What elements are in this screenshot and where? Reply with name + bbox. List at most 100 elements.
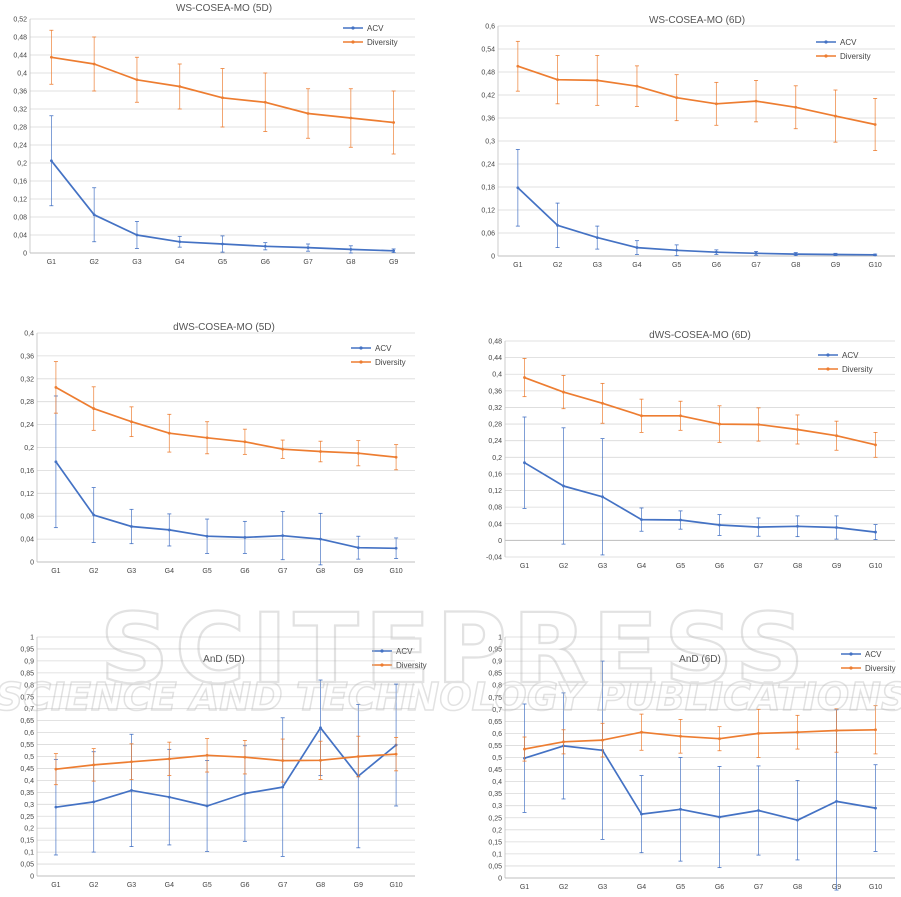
y-tick-label: 0: [30, 874, 34, 881]
y-tick-label: 0,12: [20, 491, 34, 498]
series-acv: [53, 395, 399, 566]
data-point: [679, 734, 682, 738]
y-tick-label: 0,36: [13, 89, 27, 96]
data-point: [92, 513, 96, 517]
x-tick-label: G10: [869, 884, 882, 891]
y-tick-label: 0,75: [20, 694, 34, 701]
y-tick-label: 0,16: [20, 468, 34, 475]
x-tick-label: G9: [832, 563, 841, 570]
y-tick-label: 0,8: [492, 683, 502, 690]
y-tick-label: 0,45: [488, 767, 502, 774]
x-tick-label: G6: [715, 884, 724, 891]
x-tick-label: G7: [754, 884, 763, 891]
y-tick-label: 0,55: [20, 742, 34, 749]
x-tick-label: G3: [132, 259, 141, 266]
series-line: [524, 461, 876, 533]
data-point: [679, 414, 682, 418]
y-tick-label: 0,52: [13, 17, 27, 24]
x-tick-label: G2: [559, 884, 568, 891]
data-point: [835, 799, 838, 803]
data-point: [130, 420, 133, 424]
data-point: [54, 805, 58, 809]
y-tick-label: 0,36: [488, 388, 502, 395]
chart-title: WS-COSEA-MO (5D): [176, 3, 272, 14]
data-point: [640, 812, 643, 816]
data-point: [392, 249, 396, 253]
x-tick-label: G6: [261, 259, 270, 266]
y-tick-label: 0,95: [488, 647, 502, 654]
y-tick-label: 0,1: [492, 851, 502, 858]
legend-label: ACV: [367, 24, 384, 33]
y-tick-label: 0: [498, 538, 502, 545]
watermark-title: SCITEPRESS: [100, 593, 810, 705]
y-tick-label: 0,3: [24, 802, 34, 809]
x-tick-label: G1: [520, 884, 529, 891]
x-tick-label: G5: [676, 884, 685, 891]
legend-label: ACV: [840, 38, 857, 47]
data-point: [796, 428, 799, 431]
data-point: [92, 800, 96, 804]
data-point: [635, 246, 639, 249]
chart-title: AnD (6D): [679, 654, 721, 665]
y-tick-label: 0,28: [20, 399, 34, 406]
y-tick-label: 1: [498, 635, 502, 642]
data-point: [595, 79, 599, 82]
x-tick-label: G9: [389, 259, 398, 266]
data-point: [319, 758, 322, 762]
data-point: [595, 236, 599, 240]
x-tick-label: G10: [389, 882, 402, 889]
y-tick-label: 0,4: [492, 779, 502, 786]
x-tick-label: G5: [202, 882, 211, 889]
data-point: [356, 546, 360, 550]
data-point: [178, 240, 182, 244]
x-tick-label: G10: [869, 563, 882, 570]
y-tick-label: 0,08: [20, 514, 34, 521]
y-tick-label: 0,44: [13, 53, 27, 60]
x-tick-label: G7: [278, 568, 287, 575]
y-tick-label: 0,35: [488, 791, 502, 798]
data-point: [54, 460, 58, 464]
data-point: [834, 114, 837, 118]
data-point: [516, 186, 520, 190]
data-point: [221, 242, 224, 246]
data-point: [834, 253, 837, 256]
y-tick-label: 0,4: [24, 778, 34, 785]
y-tick-label: 0,18: [481, 185, 495, 192]
legend-label: Diversity: [842, 365, 873, 374]
x-tick-label: G2: [559, 563, 568, 570]
data-point: [675, 96, 679, 100]
data-point: [167, 795, 171, 799]
series-acv: [49, 115, 396, 254]
data-point: [135, 78, 139, 82]
y-tick-label: 0,55: [488, 743, 502, 750]
y-tick-label: 0,36: [481, 116, 495, 123]
x-tick-label: G4: [165, 568, 174, 575]
data-point: [243, 535, 247, 539]
data-point: [562, 390, 565, 394]
chart-title: AnD (5D): [203, 654, 245, 665]
data-point: [243, 755, 247, 759]
data-point: [130, 789, 133, 792]
x-tick-label: G5: [676, 563, 685, 570]
data-point: [205, 804, 209, 808]
series-line: [524, 376, 876, 446]
data-point: [243, 440, 247, 444]
x-tick-label: G6: [712, 262, 721, 269]
data-point: [796, 524, 799, 528]
data-point: [349, 116, 353, 120]
data-point: [92, 213, 96, 217]
legend-label: ACV: [396, 647, 413, 656]
y-tick-label: 0,12: [13, 197, 27, 204]
x-tick-label: G1: [47, 259, 56, 266]
legend-label: ACV: [842, 351, 859, 360]
data-point: [263, 100, 267, 104]
y-tick-label: 0,04: [13, 233, 27, 240]
chart-5: 0 0,05 0,1 0,15 0,2 0,25 0,3 0,35 0,4 0,45 0,5 0,55…: [20, 635, 426, 890]
series-diversity: [522, 358, 878, 458]
x-tick-label: G10: [869, 262, 882, 269]
data-point: [516, 64, 520, 68]
series-line: [55, 726, 397, 809]
data-point: [601, 738, 604, 742]
x-tick-label: G8: [346, 259, 355, 266]
x-tick-label: G2: [89, 882, 98, 889]
